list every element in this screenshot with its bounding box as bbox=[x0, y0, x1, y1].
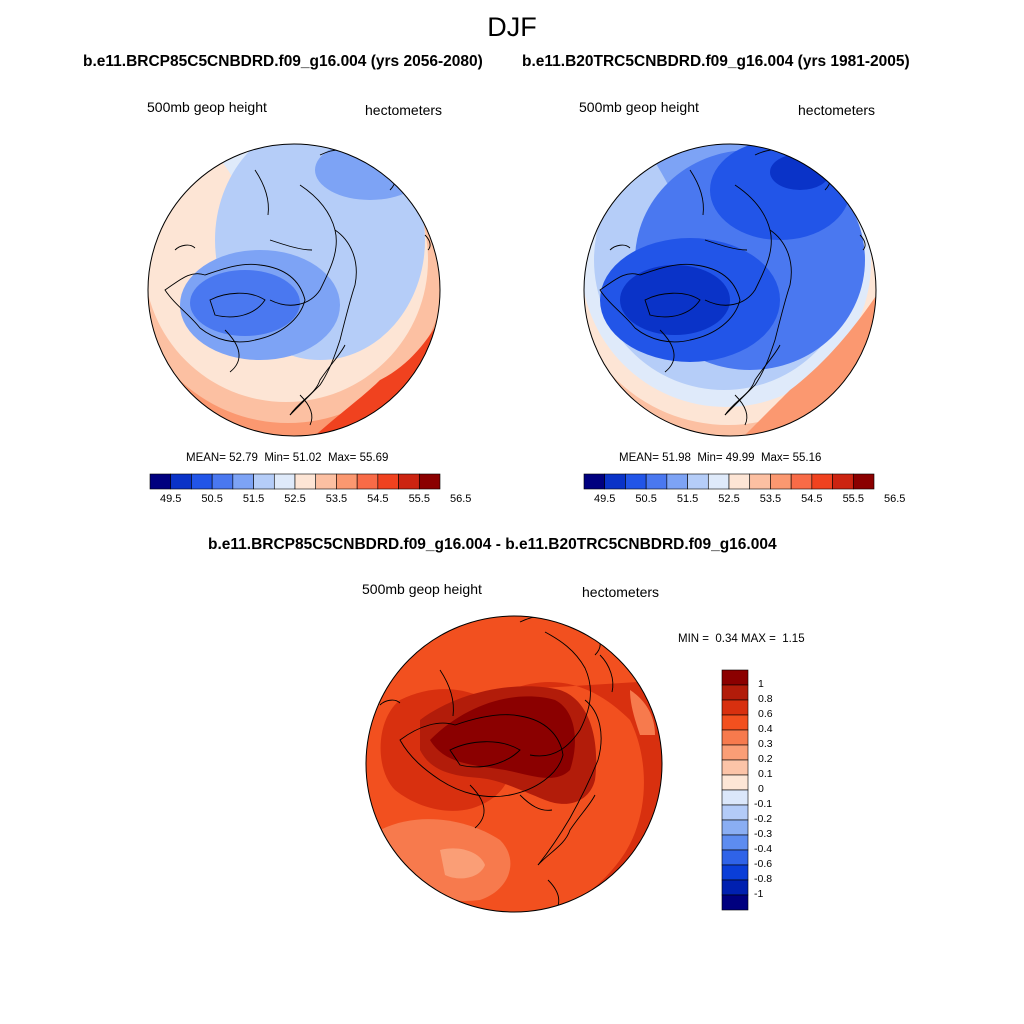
panel-3-map-border bbox=[365, 615, 663, 913]
colorbar-tick-label: 0 bbox=[758, 783, 764, 795]
colorbar-box bbox=[790, 473, 813, 490]
colorbar-box bbox=[645, 473, 668, 490]
colorbar-box bbox=[749, 473, 771, 490]
colorbar-tick-label: 52.5 bbox=[284, 493, 306, 505]
colorbar-tick-label: 0.3 bbox=[758, 738, 773, 750]
colorbar-tick-label: -0.1 bbox=[754, 798, 773, 810]
colorbar-box bbox=[315, 473, 337, 490]
colorbar-box bbox=[232, 473, 254, 490]
colorbar-tick-label: -1 bbox=[754, 888, 764, 900]
colorbar-tick-label: 0.6 bbox=[758, 708, 773, 720]
colorbar-box bbox=[625, 473, 647, 490]
panel-1-stats: MEAN= 52.79 Min= 51.02 Max= 55.69 bbox=[186, 452, 389, 464]
panel-3-map bbox=[366, 616, 662, 912]
panel-1-colorbar bbox=[149, 473, 441, 490]
colorbar-box bbox=[721, 669, 749, 686]
colorbar-tick-label: -0.8 bbox=[754, 873, 773, 885]
panel-2-map-border bbox=[583, 143, 877, 437]
colorbar-box bbox=[687, 473, 709, 490]
colorbar-tick-label: 49.5 bbox=[159, 493, 182, 505]
colorbar-box bbox=[721, 879, 749, 896]
panel-2-colorbar bbox=[583, 473, 875, 490]
colorbar-tick-label: -0.6 bbox=[754, 858, 773, 870]
panel-2-map bbox=[584, 144, 876, 436]
colorbar-tick-label: 51.5 bbox=[242, 493, 265, 505]
colorbar-tick-label: -0.3 bbox=[754, 828, 773, 840]
panel-2-stats: MEAN= 51.98 Min= 49.99 Max= 55.16 bbox=[619, 452, 822, 464]
colorbar-tick-label: 0.8 bbox=[758, 693, 773, 705]
colorbar-box bbox=[356, 473, 379, 490]
colorbar-box bbox=[832, 473, 854, 490]
colorbar-box bbox=[728, 473, 751, 490]
colorbar-box bbox=[583, 473, 606, 490]
panel-1-map bbox=[148, 144, 440, 436]
panel-1-map-border bbox=[147, 143, 441, 437]
colorbar-box bbox=[211, 473, 234, 490]
colorbar-box bbox=[721, 789, 749, 806]
panel-1-header: b.e11.BRCP85C5CNBDRD.f09_g16.004 (yrs 20… bbox=[83, 53, 483, 70]
colorbar-box bbox=[253, 473, 275, 490]
colorbar-box bbox=[666, 473, 688, 490]
colorbar-tick-label: 1 bbox=[758, 678, 764, 690]
colorbar-tick-label: 50.5 bbox=[635, 493, 657, 505]
colorbar-box bbox=[377, 473, 399, 490]
colorbar-box bbox=[721, 744, 749, 761]
colorbar-tick-label: 55.5 bbox=[408, 493, 430, 505]
colorbar-box bbox=[721, 759, 749, 776]
colorbar-tick-label: 0.2 bbox=[758, 753, 773, 765]
colorbar-box bbox=[294, 473, 317, 490]
colorbar-box bbox=[811, 473, 833, 490]
colorbar-tick-label: -0.2 bbox=[754, 813, 773, 825]
panel-2-units-label: hectometers bbox=[798, 102, 876, 118]
colorbar-box bbox=[273, 473, 296, 490]
colorbar-box bbox=[721, 714, 749, 731]
colorbar-box bbox=[398, 473, 420, 490]
colorbar-box bbox=[721, 804, 749, 821]
colorbar-box bbox=[721, 729, 749, 746]
colorbar-box bbox=[418, 473, 441, 490]
colorbar-box bbox=[721, 774, 749, 791]
colorbar-box bbox=[707, 473, 730, 490]
colorbar-tick-label: 52.5 bbox=[718, 493, 740, 505]
colorbar-tick-label: 49.5 bbox=[593, 493, 616, 505]
colorbar-box bbox=[721, 684, 749, 701]
figure-title: DJF bbox=[487, 12, 537, 42]
colorbar-box bbox=[721, 834, 749, 851]
panel-1-units-label: hectometers bbox=[365, 102, 443, 118]
colorbar-tick-label: 53.5 bbox=[325, 493, 348, 505]
colorbar-tick-label: 55.5 bbox=[842, 493, 864, 505]
colorbar-box bbox=[170, 473, 192, 490]
panel-3-header: b.e11.BRCP85C5CNBDRD.f09_g16.004 - b.e11… bbox=[208, 536, 777, 553]
colorbar-box bbox=[721, 849, 749, 866]
panel-3-variable-label: 500mb geop height bbox=[362, 581, 482, 597]
panel-3-units-label: hectometers bbox=[582, 584, 660, 600]
colorbar-tick-label: 50.5 bbox=[201, 493, 223, 505]
colorbar-box bbox=[721, 894, 749, 911]
colorbar-tick-label: 54.5 bbox=[801, 493, 823, 505]
panel-3-stats: MIN = 0.34 MAX = 1.15 bbox=[678, 633, 805, 645]
colorbar-tick-label: 56.5 bbox=[883, 493, 906, 505]
colorbar-tick-label: 53.5 bbox=[759, 493, 782, 505]
colorbar-tick-label: 51.5 bbox=[676, 493, 699, 505]
panel-3-colorbar bbox=[721, 669, 749, 911]
colorbar-box bbox=[721, 699, 749, 716]
colorbar-tick-label: -0.4 bbox=[754, 843, 773, 855]
colorbar-tick-label: 56.5 bbox=[449, 493, 472, 505]
colorbar-box bbox=[721, 819, 749, 836]
colorbar-box bbox=[852, 473, 875, 490]
colorbar-box bbox=[770, 473, 792, 490]
panel-2-header: b.e11.B20TRC5CNBDRD.f09_g16.004 (yrs 198… bbox=[522, 53, 910, 70]
colorbar-box bbox=[191, 473, 213, 490]
panel-1-variable-label: 500mb geop height bbox=[147, 99, 267, 115]
colorbar-box bbox=[604, 473, 626, 490]
panel-2-variable-label: 500mb geop height bbox=[579, 99, 699, 115]
colorbar-box bbox=[149, 473, 172, 490]
colorbar-box bbox=[336, 473, 358, 490]
colorbar-tick-label: 0.4 bbox=[758, 723, 773, 735]
colorbar-box bbox=[721, 864, 749, 881]
colorbar-tick-label: 0.1 bbox=[758, 768, 773, 780]
colorbar-tick-label: 54.5 bbox=[367, 493, 389, 505]
